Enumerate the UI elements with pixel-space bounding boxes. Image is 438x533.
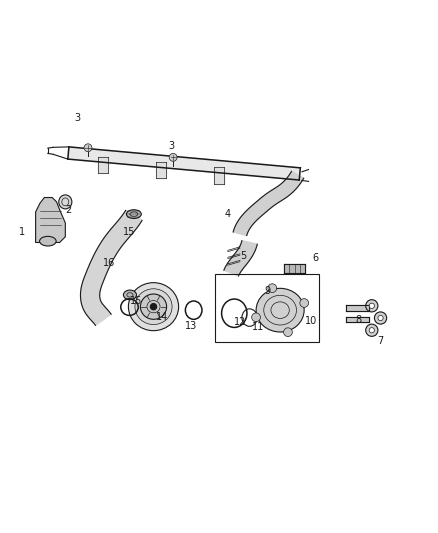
Polygon shape bbox=[346, 305, 369, 311]
Circle shape bbox=[268, 284, 277, 293]
Text: 11: 11 bbox=[252, 322, 265, 332]
Text: 3: 3 bbox=[74, 113, 80, 123]
Text: 15: 15 bbox=[124, 227, 136, 237]
Ellipse shape bbox=[127, 210, 141, 219]
Text: 5: 5 bbox=[240, 251, 246, 261]
Circle shape bbox=[84, 144, 92, 152]
Circle shape bbox=[169, 154, 177, 161]
Text: 10: 10 bbox=[304, 316, 317, 326]
Polygon shape bbox=[81, 211, 142, 325]
Bar bbox=[215, 274, 319, 342]
Text: 15: 15 bbox=[130, 296, 142, 306]
Text: 7: 7 bbox=[378, 336, 384, 346]
Text: 2: 2 bbox=[65, 205, 71, 215]
Text: 8: 8 bbox=[356, 315, 362, 325]
Text: 1: 1 bbox=[18, 227, 25, 237]
Polygon shape bbox=[35, 198, 65, 243]
Circle shape bbox=[366, 300, 378, 312]
Circle shape bbox=[366, 324, 378, 336]
Ellipse shape bbox=[59, 195, 72, 209]
Text: 6: 6 bbox=[312, 253, 318, 263]
Ellipse shape bbox=[124, 290, 137, 300]
Circle shape bbox=[378, 316, 383, 321]
Circle shape bbox=[150, 304, 156, 310]
Text: 16: 16 bbox=[103, 258, 115, 268]
Polygon shape bbox=[224, 241, 257, 276]
Text: 14: 14 bbox=[156, 312, 168, 322]
Ellipse shape bbox=[39, 236, 56, 246]
Polygon shape bbox=[68, 147, 300, 180]
Polygon shape bbox=[214, 167, 224, 183]
Circle shape bbox=[374, 312, 387, 324]
Polygon shape bbox=[155, 162, 166, 179]
Ellipse shape bbox=[128, 282, 179, 330]
Circle shape bbox=[300, 298, 309, 308]
Circle shape bbox=[369, 328, 374, 333]
Polygon shape bbox=[284, 264, 305, 273]
Circle shape bbox=[369, 303, 374, 309]
Ellipse shape bbox=[135, 289, 172, 325]
Circle shape bbox=[252, 313, 261, 322]
Circle shape bbox=[283, 328, 292, 336]
Text: 12: 12 bbox=[234, 317, 246, 327]
Text: 4: 4 bbox=[225, 209, 231, 219]
Text: 9: 9 bbox=[264, 286, 270, 295]
Polygon shape bbox=[346, 317, 369, 322]
Polygon shape bbox=[233, 172, 304, 236]
Polygon shape bbox=[98, 157, 108, 173]
Text: 13: 13 bbox=[184, 321, 197, 332]
Text: 3: 3 bbox=[168, 141, 174, 151]
Ellipse shape bbox=[256, 288, 304, 332]
Ellipse shape bbox=[141, 294, 166, 319]
